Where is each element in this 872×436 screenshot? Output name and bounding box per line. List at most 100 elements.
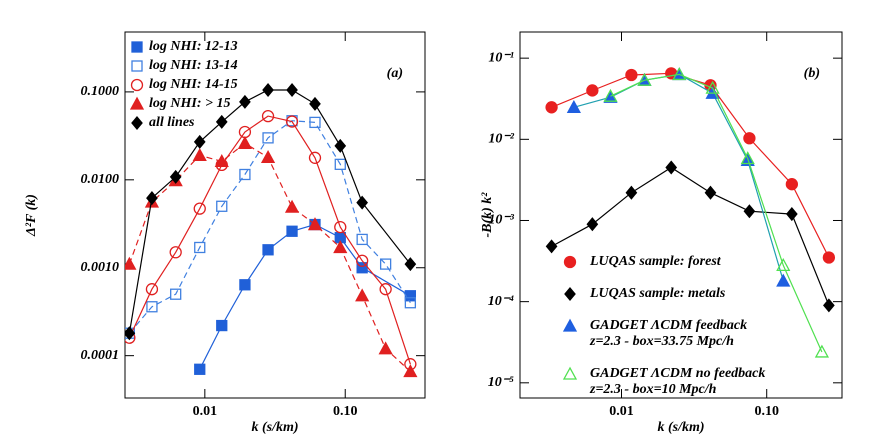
y-tick-label: 10⁻³	[488, 213, 514, 228]
marker	[193, 134, 206, 149]
marker	[356, 254, 369, 267]
marker	[379, 258, 392, 270]
series-line	[551, 166, 830, 306]
x-tick-label: 0.10	[333, 404, 358, 419]
marker	[239, 168, 251, 181]
legend-label: log NHI: 12-13	[149, 39, 238, 54]
marker	[239, 94, 251, 109]
y-axis-label: -B(k) k²	[480, 192, 495, 238]
plot-area	[125, 83, 418, 378]
marker	[237, 135, 253, 149]
marker	[404, 290, 417, 302]
marker	[216, 200, 228, 212]
marker	[262, 244, 274, 256]
marker	[169, 246, 182, 259]
marker	[586, 84, 599, 97]
marker	[334, 220, 347, 234]
marker	[586, 217, 599, 232]
marker	[814, 344, 830, 358]
marker	[776, 273, 791, 287]
marker	[404, 257, 417, 272]
marker	[566, 99, 581, 113]
marker	[308, 151, 322, 164]
marker	[194, 241, 206, 254]
legend-label: GADGET ΛCDM no feedback	[590, 366, 765, 381]
marker	[823, 298, 835, 313]
marker	[284, 199, 300, 213]
legend-marker	[564, 286, 576, 302]
y-tick-label: 0.0010	[81, 260, 120, 275]
marker	[192, 147, 207, 161]
legend-label: LUQAS sample: metals	[589, 286, 726, 301]
marker	[776, 257, 791, 272]
marker	[309, 116, 321, 129]
marker	[356, 195, 369, 210]
marker	[743, 132, 756, 145]
marker	[146, 191, 158, 206]
legend-label: GADGET ΛCDM feedback	[590, 318, 747, 333]
marker	[785, 178, 799, 191]
panel-label: (a)	[387, 66, 403, 81]
x-tick-label: 0.01	[609, 404, 634, 419]
marker	[169, 169, 182, 184]
series-line	[128, 89, 411, 334]
marker	[125, 256, 137, 270]
legend-marker	[130, 78, 144, 92]
marker	[216, 319, 228, 332]
legend-label: log NHI: > 15	[149, 96, 230, 111]
legend-marker	[562, 318, 578, 332]
marker	[822, 251, 836, 264]
marker	[625, 68, 638, 82]
marker	[603, 88, 618, 102]
marker	[286, 83, 298, 98]
marker	[214, 154, 229, 168]
marker	[334, 158, 346, 170]
y-tick-label: 10⁻²	[488, 132, 514, 147]
marker	[637, 72, 652, 86]
y-tick-label: 0.1000	[81, 84, 120, 99]
marker	[125, 326, 136, 341]
legend-marker	[131, 60, 143, 72]
legend-label: log NHI: 14-15	[149, 77, 238, 92]
x-tick-label: 0.10	[754, 404, 779, 419]
marker	[403, 364, 418, 378]
marker	[356, 233, 368, 246]
marker	[545, 239, 558, 254]
marker	[193, 202, 206, 215]
marker	[261, 109, 275, 123]
marker	[285, 115, 299, 128]
marker	[705, 80, 720, 94]
marker	[334, 138, 347, 153]
legend-label: LUQAS sample: forest	[589, 254, 722, 269]
legend-note: z=2.3 - box=10 Mpc/h	[589, 382, 717, 397]
series-line	[573, 73, 784, 282]
marker	[545, 101, 558, 114]
series-line	[128, 115, 411, 365]
marker	[239, 279, 251, 291]
legend-marker	[563, 255, 577, 269]
y-tick-label: 0.0100	[81, 172, 120, 187]
marker	[309, 96, 321, 111]
legend-label: log NHI: 13-14	[149, 58, 238, 73]
marker	[665, 160, 678, 175]
legend-marker	[131, 41, 143, 53]
series-line	[610, 73, 823, 353]
plot-frame	[124, 31, 426, 399]
plot-frame	[519, 31, 843, 399]
marker	[262, 132, 274, 144]
marker	[170, 288, 182, 300]
marker	[146, 301, 158, 313]
y-axis-label: Δ²F (k)	[24, 194, 39, 237]
legend-marker	[129, 96, 145, 110]
legend-marker	[562, 366, 578, 380]
y-tick-label: 10⁻⁴	[488, 294, 514, 309]
marker	[286, 225, 298, 237]
marker	[194, 363, 206, 375]
plot-area	[545, 67, 836, 358]
marker	[743, 204, 756, 219]
marker	[307, 217, 323, 231]
legend-label: all lines	[149, 115, 195, 130]
y-tick-label: 10⁻¹	[488, 50, 514, 65]
marker	[260, 150, 276, 164]
